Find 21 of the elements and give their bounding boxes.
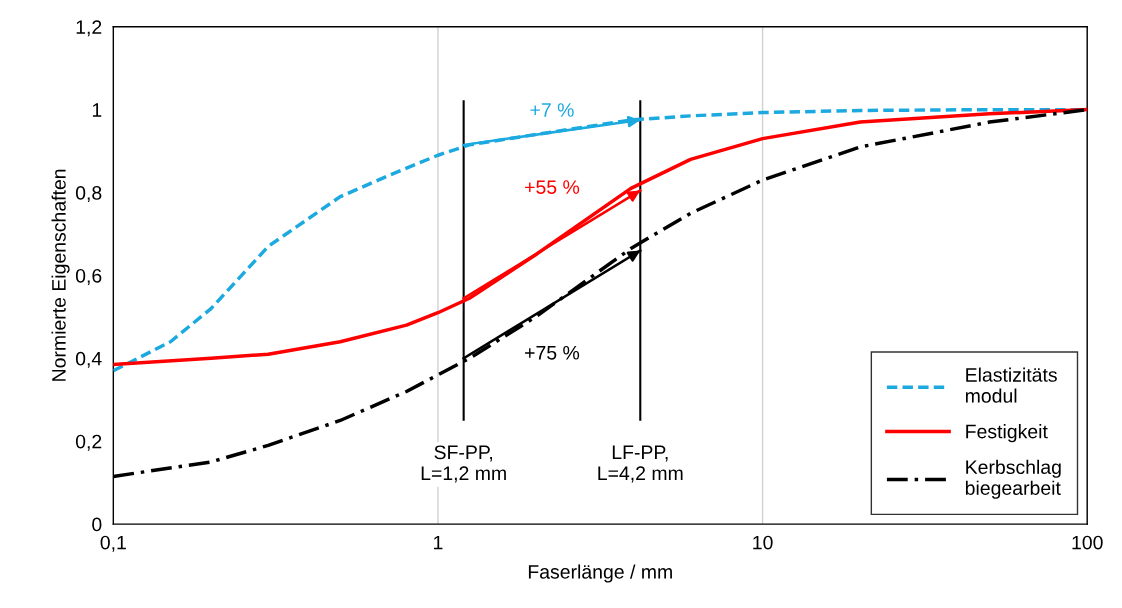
- ref-line-label: LF-PP, L=4,2 mm: [598, 445, 683, 483]
- y-tick-label: 0,2: [75, 434, 102, 451]
- x-tick-label: 1: [434, 535, 443, 550]
- x-tick-label: 10: [753, 535, 773, 550]
- y-tick-label: 0,4: [75, 351, 102, 368]
- y-tick-label: 0,6: [75, 268, 102, 285]
- annotation: +7 %: [530, 103, 574, 117]
- x-axis-title: Faserlänge / mm: [528, 564, 672, 583]
- x-tick-label: 0,1: [100, 535, 126, 552]
- x-tick-label: 100: [1072, 535, 1103, 550]
- annotation: +75 %: [525, 345, 580, 360]
- y-axis-title: Normierte Eigenschaften: [51, 169, 70, 381]
- legend-label: Elastizitäts modul: [965, 367, 1057, 403]
- y-tick-label: 1,2: [76, 20, 102, 37]
- annotation: +55 %: [525, 180, 580, 194]
- y-tick-label: 0: [92, 517, 102, 532]
- y-tick-label: 0,8: [75, 186, 102, 203]
- legend-label: Kerbschlag biegearbeit: [965, 459, 1061, 499]
- ref-line-label: SF-PP, L=1,2 mm: [421, 445, 506, 483]
- y-tick-label: 1: [92, 103, 102, 117]
- legend-label: Festigkeit: [966, 424, 1048, 443]
